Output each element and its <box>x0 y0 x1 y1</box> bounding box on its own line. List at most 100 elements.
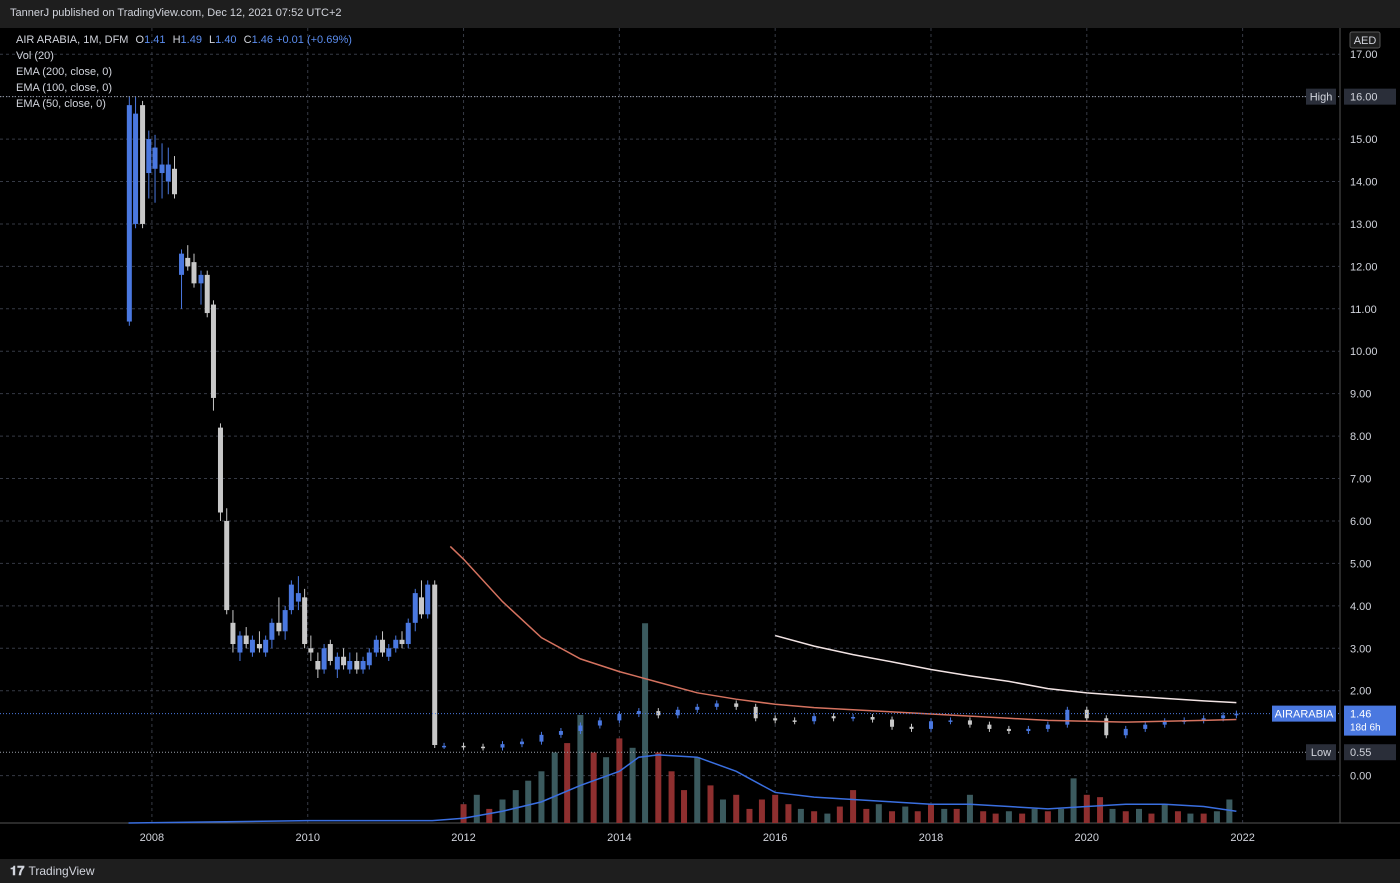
x-tick-label: 2020 <box>1075 832 1099 844</box>
legend-low-label: L <box>209 34 216 46</box>
candle <box>597 720 602 726</box>
currency-badge[interactable] <box>1349 31 1381 49</box>
legend-high: 1.49 <box>180 34 202 46</box>
candle <box>890 719 895 727</box>
candle <box>282 610 288 632</box>
volume-bar <box>694 757 701 823</box>
volume-bar <box>1083 794 1090 823</box>
header-bar: TannerJ published on TradingView.com, De… <box>0 0 1400 28</box>
candle <box>386 648 392 657</box>
candle <box>617 714 622 721</box>
candle <box>425 584 431 615</box>
y-tick-label: 9.00 <box>1350 389 1371 401</box>
y-tick-label: 10.00 <box>1350 346 1378 358</box>
candle <box>418 597 424 615</box>
volume-bar <box>460 804 467 823</box>
high-label-badge <box>1306 88 1336 105</box>
bar-countdown: 18d 6h <box>1350 723 1381 734</box>
candle <box>909 726 914 729</box>
volume-bar <box>564 743 571 823</box>
legend-volume[interactable]: Vol (20) <box>16 50 54 62</box>
y-tick-label: 5.00 <box>1350 558 1371 570</box>
legend-change: +0.01 (+0.69%) <box>276 34 352 46</box>
candle <box>539 734 544 742</box>
candle <box>295 593 301 602</box>
symbol-label: AIRARABIA <box>1275 709 1334 721</box>
candle <box>126 105 132 322</box>
volume-bar <box>758 799 765 823</box>
publisher-info: TannerJ published on TradingView.com, De… <box>10 7 342 19</box>
last-price-badge[interactable] <box>1344 705 1396 736</box>
x-tick-label: 2022 <box>1230 832 1254 844</box>
volume-bar <box>1031 808 1038 823</box>
y-tick-label: 6.00 <box>1350 516 1371 528</box>
candle <box>1065 709 1070 725</box>
legend-ema50[interactable]: EMA (50, close, 0) <box>16 98 106 110</box>
volume-bar <box>1148 813 1155 823</box>
x-tick-label: 2012 <box>451 832 475 844</box>
candle <box>269 622 275 640</box>
volume-bar <box>1187 813 1194 823</box>
x-tick-label: 2016 <box>763 832 787 844</box>
low-label-badge <box>1306 744 1336 761</box>
legend-ema200[interactable]: EMA (200, close, 0) <box>16 66 112 78</box>
candle <box>198 274 204 284</box>
volume-bar <box>941 808 948 823</box>
candle <box>399 639 405 645</box>
candle <box>851 717 856 719</box>
legend-ema100[interactable]: EMA (100, close, 0) <box>16 82 112 94</box>
candle <box>302 597 308 645</box>
candle <box>146 139 152 174</box>
x-tick-label: 2008 <box>140 832 164 844</box>
candle <box>1143 724 1148 729</box>
volume-bar <box>1109 808 1116 823</box>
legend-symbol: AIR ARABIA, 1M, DFM <box>16 34 129 46</box>
volume-bar <box>1044 811 1051 823</box>
candle <box>159 164 165 174</box>
volume-bar <box>1058 808 1065 823</box>
volume-bar <box>512 790 519 823</box>
candle <box>500 744 505 748</box>
volume-bar <box>772 794 779 823</box>
candle <box>243 635 249 645</box>
volume-bar <box>642 623 649 823</box>
volume-bar <box>746 808 753 823</box>
candle <box>967 720 972 725</box>
chart-area[interactable]: 17.00 16.00 15.00 14.00 13.00 12.00 11.00 10.00… <box>0 28 1400 859</box>
volume-bar <box>797 808 804 823</box>
candle <box>315 661 321 670</box>
candle <box>360 661 366 670</box>
y-tick-label: 8.00 <box>1350 431 1371 443</box>
candle <box>636 711 641 715</box>
volume-bar <box>824 813 831 823</box>
candle <box>185 257 191 267</box>
price-chart[interactable]: 17.00 16.00 15.00 14.00 13.00 12.00 11.00 10.00… <box>0 28 1400 859</box>
candle <box>695 706 700 710</box>
candle <box>405 622 411 645</box>
legend-low: 1.40 <box>215 34 237 46</box>
symbol-badge[interactable] <box>1272 705 1336 722</box>
volume-bar <box>486 808 493 823</box>
volume-bar <box>707 785 714 823</box>
candle <box>140 105 146 224</box>
volume-bar <box>980 811 987 823</box>
candle <box>714 703 719 707</box>
volume-bar <box>1122 811 1129 823</box>
volume-bar <box>668 771 675 823</box>
y-tick-label: 15.00 <box>1350 134 1378 146</box>
candle <box>481 746 486 749</box>
volume-bar <box>616 738 623 823</box>
volume-bar <box>1200 813 1207 823</box>
volume-bar <box>902 806 909 823</box>
candle <box>792 720 797 722</box>
high-value-badge <box>1344 88 1396 105</box>
tradingview-logo[interactable]: 𝟏𝟕 TradingView <box>10 863 95 879</box>
volume-bar <box>785 804 792 823</box>
legend-symbol-row: AIR ARABIA, 1M, DFM O1.41 H1.49 L1.40 C1… <box>16 34 352 46</box>
candle <box>321 648 327 670</box>
x-tick-label: 2018 <box>919 832 943 844</box>
volume-bar <box>875 804 882 823</box>
low-value-badge <box>1344 744 1396 761</box>
candle <box>191 262 197 284</box>
volume-bar <box>836 806 843 823</box>
